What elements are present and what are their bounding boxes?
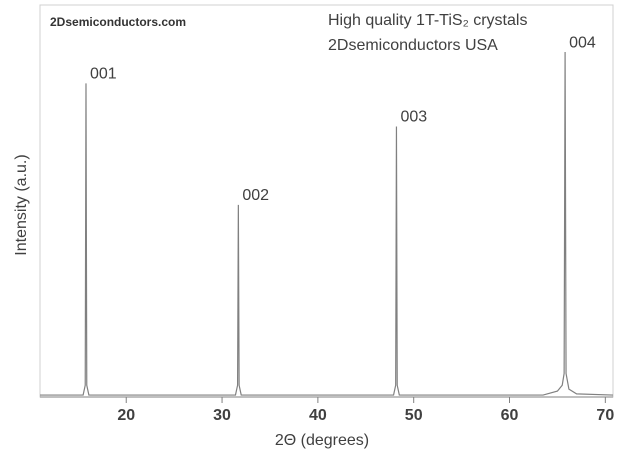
y-axis-label: Intensity (a.u.) [13,154,30,255]
peak-label: 002 [242,187,269,204]
x-axis-label: 2Θ (degrees) [275,432,369,449]
xrd-line [40,52,614,396]
x-tick-label: 50 [405,407,423,424]
x-tick-label: 40 [309,407,327,424]
plot-frame [39,4,614,398]
chart-subtitle: 2Dsemiconductors USA [328,37,498,54]
x-tick-label: 70 [596,407,614,424]
watermark: 2Dsemiconductors.com [50,15,186,29]
x-tick-label: 60 [501,407,519,424]
x-tick-label: 20 [117,407,135,424]
x-tick-label: 30 [213,407,231,424]
chart-title: High quality 1T-TiS₂ crystals [328,12,527,29]
peak-label: 004 [569,34,596,51]
peak-label: 001 [90,66,117,83]
peak-label: 003 [400,109,427,126]
